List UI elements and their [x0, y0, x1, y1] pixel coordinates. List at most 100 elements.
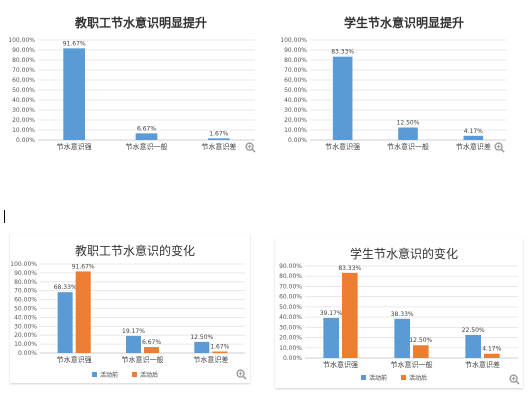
bar — [212, 351, 228, 353]
bar — [394, 318, 410, 358]
data-label: 83.33% — [331, 49, 354, 56]
zoom-in-icon[interactable] — [494, 142, 505, 153]
zoom-in-icon[interactable] — [509, 374, 520, 385]
x-tick-label: 节水意识差 — [193, 355, 228, 364]
y-tick-label: 80.00% — [284, 57, 307, 64]
chart-title: 学生节水意识明显提升 — [343, 16, 464, 30]
y-tick-label: 0.00% — [16, 137, 35, 144]
data-label: 12.50% — [409, 337, 432, 344]
data-label: 39.17% — [320, 310, 343, 317]
y-tick-label: 40.00% — [284, 97, 307, 104]
y-tick-label: 50.00% — [14, 306, 37, 313]
y-tick-label: 90.00% — [284, 47, 307, 54]
y-tick-label: 10.00% — [14, 341, 37, 348]
y-tick-label: 30.00% — [14, 323, 37, 330]
y-tick-label: 100.00% — [10, 261, 37, 268]
bar — [207, 138, 230, 140]
y-tick-label: 80.00% — [14, 279, 37, 286]
y-tick-label: 10.00% — [279, 345, 302, 352]
y-tick-label: 60.00% — [14, 297, 37, 304]
y-tick-label: 70.00% — [284, 67, 307, 74]
x-tick-label: 节水意识差 — [456, 142, 491, 151]
legend-swatch — [401, 375, 406, 380]
data-label: 12.50% — [190, 334, 213, 341]
legend-label: 活动前 — [100, 371, 118, 379]
data-label: 6.67% — [142, 339, 161, 346]
chart-panel-student-improvement: 学生节水意识明显提升 0.00% 10.00% 20.00% 30.00% 40.00%… — [278, 0, 510, 160]
bar — [323, 317, 339, 358]
bar — [332, 56, 353, 140]
y-tick-label: 20.00% — [284, 117, 307, 124]
y-tick-label: 100.00% — [280, 37, 307, 44]
bar — [463, 135, 484, 140]
legend-label: 活动后 — [409, 374, 427, 382]
chart-panel-staff-change: 教职工节水意识的变化 0.00% 10.00% 20.00% 30.00% 40.00%… — [10, 233, 250, 383]
bar — [194, 341, 210, 353]
y-tick-label: 50.00% — [284, 87, 307, 94]
data-label: 83.33% — [338, 265, 361, 272]
y-tick-label: 0.00% — [283, 355, 302, 362]
legend-label: 活动后 — [140, 371, 158, 379]
data-label: 91.67% — [72, 263, 95, 270]
y-tick-label: 10.00% — [12, 127, 35, 134]
bar-chart-student-improvement: 0.00% 10.00% 20.00% 30.00% 40.00% 50.00% 60.00… — [280, 37, 506, 151]
legend-swatch — [132, 372, 137, 377]
y-tick-label: 0.00% — [288, 137, 307, 144]
y-tick-label: 40.00% — [14, 314, 37, 321]
bar — [63, 48, 86, 140]
data-label: 4.17% — [482, 346, 501, 353]
data-label: 6.67% — [137, 125, 156, 132]
y-tick-label: 70.00% — [279, 283, 302, 290]
y-tick-label: 50.00% — [279, 304, 302, 311]
x-tick-label: 节水意识一般 — [126, 142, 168, 151]
x-tick-label: 节水意识一般 — [391, 360, 433, 369]
data-label: 1.67% — [210, 344, 229, 351]
data-label: 91.67% — [63, 40, 86, 47]
zoom-in-icon[interactable] — [245, 142, 256, 153]
legend-label: 活动前 — [369, 374, 387, 382]
bar — [75, 271, 91, 353]
y-tick-label: 10.00% — [284, 127, 307, 134]
y-tick-label: 70.00% — [14, 288, 37, 295]
y-tick-label: 20.00% — [12, 117, 35, 124]
x-tick-label: 节水意识一般 — [122, 355, 164, 364]
y-tick-label: 60.00% — [12, 77, 35, 84]
y-tick-label: 60.00% — [279, 294, 302, 301]
y-tick-label: 40.00% — [12, 97, 35, 104]
bar — [413, 345, 429, 358]
chart-panel-staff-improvement: 教职工节水意识明显提升 0.00% 10.00% 20.00% 30.00% 40.00… — [0, 0, 262, 160]
y-tick-label: 50.00% — [12, 87, 35, 94]
zoom-in-icon[interactable] — [236, 369, 247, 380]
x-tick-label: 节水意识强 — [325, 142, 360, 151]
y-tick-label: 20.00% — [279, 335, 302, 342]
chart-panel-student-change: 学生节水意识的变化 0.00% 10.00% 20.00% 30.00% 40.00% 5… — [275, 238, 523, 388]
y-tick-label: 30.00% — [279, 324, 302, 331]
x-tick-label: 节水意识强 — [323, 360, 358, 369]
x-tick-label: 节水意识一般 — [387, 142, 429, 151]
bar — [484, 353, 500, 358]
data-label: 19.17% — [122, 328, 145, 335]
legend-swatch — [92, 372, 97, 377]
y-tick-label: 100.00% — [8, 37, 35, 44]
x-tick-label: 节水意识强 — [57, 355, 92, 364]
y-tick-label: 70.00% — [12, 67, 35, 74]
y-tick-label: 90.00% — [279, 263, 302, 270]
chart-title: 学生节水意识的变化 — [349, 247, 458, 261]
y-tick-label: 90.00% — [14, 270, 37, 277]
chart-title: 教职工节水意识明显提升 — [74, 16, 207, 30]
bar — [465, 335, 481, 358]
bar — [342, 272, 358, 358]
y-tick-label: 30.00% — [12, 107, 35, 114]
y-tick-label: 0.00% — [18, 350, 37, 357]
y-tick-label: 20.00% — [14, 332, 37, 339]
bar — [398, 127, 418, 140]
bar — [135, 133, 158, 140]
data-label: 22.50% — [462, 327, 485, 334]
bar-chart-staff-change: 0.00% 10.00% 20.00% 30.00% 40.00%50.00% 60.00… — [10, 261, 245, 379]
legend-swatch — [361, 375, 366, 380]
bar-chart-staff-improvement: 0.00% 10.00% 20.00% 30.00% 40.00% 50.00% 60.00… — [8, 37, 255, 151]
bar-chart-student-change: 0.00% 10.00% 20.00% 30.00% 40.00% 50.00% 60.00… — [279, 263, 518, 382]
bar — [144, 347, 160, 353]
text-cursor — [4, 210, 5, 223]
y-tick-label: 40.00% — [279, 314, 302, 321]
